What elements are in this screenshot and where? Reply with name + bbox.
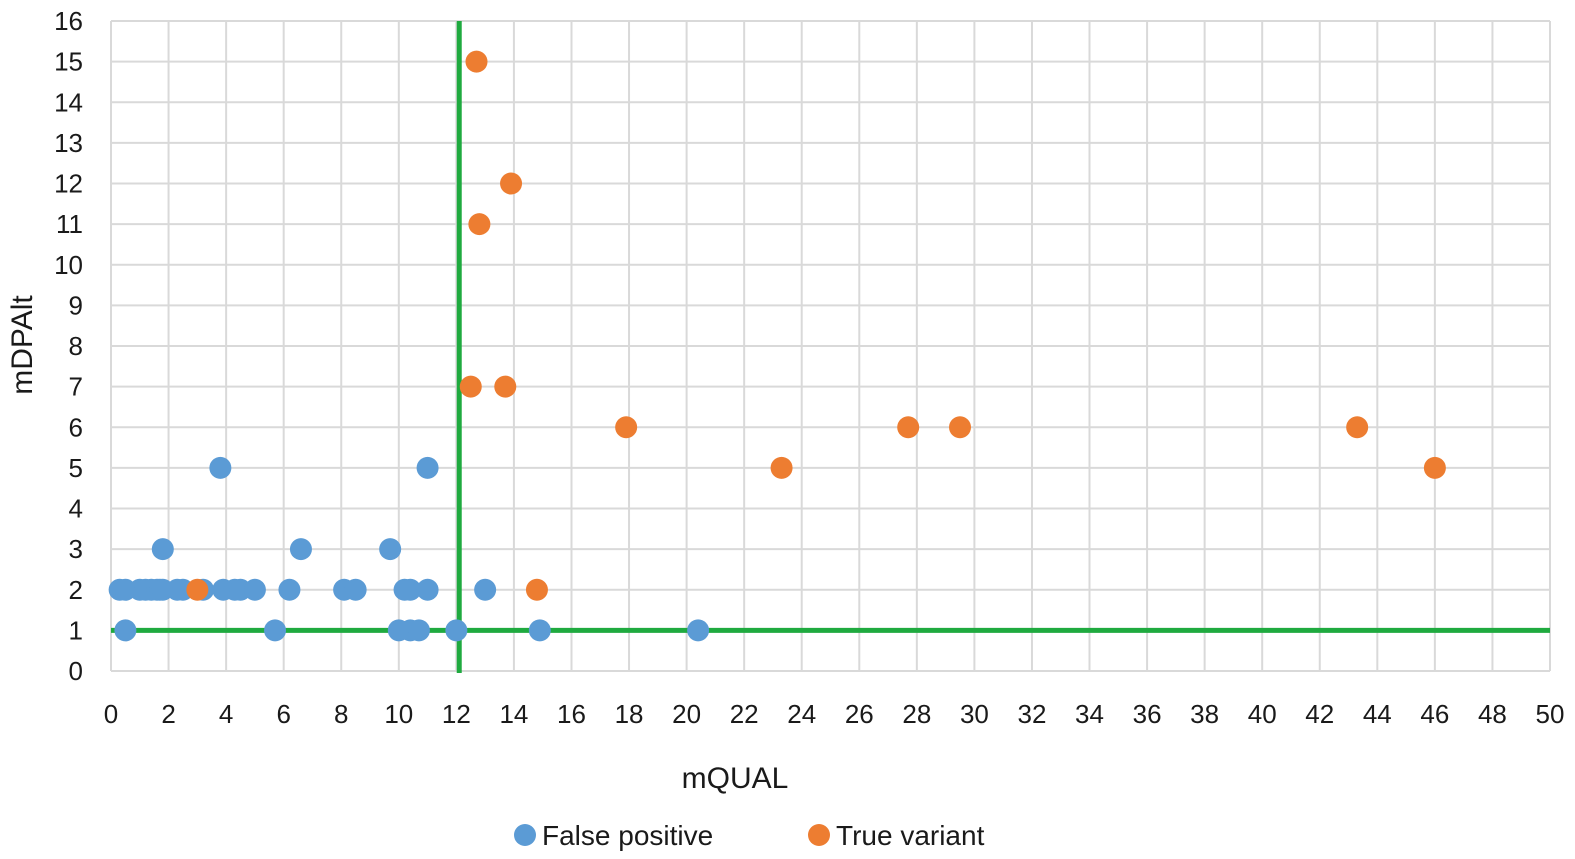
data-point <box>525 578 548 601</box>
y-tick-label: 16 <box>54 6 83 36</box>
series-true-variant <box>186 50 1446 601</box>
data-point <box>209 456 232 479</box>
y-tick-label: 7 <box>69 372 83 402</box>
x-tick-label: 12 <box>442 699 471 729</box>
x-tick-label: 30 <box>960 699 989 729</box>
x-tick-label: 10 <box>384 699 413 729</box>
data-point <box>615 416 638 439</box>
x-tick-label: 16 <box>557 699 586 729</box>
data-point <box>416 456 439 479</box>
data-point <box>344 578 367 601</box>
x-tick-label: 46 <box>1420 699 1449 729</box>
x-tick-label: 38 <box>1190 699 1219 729</box>
data-point <box>528 619 551 642</box>
data-point <box>416 578 439 601</box>
x-tick-label: 22 <box>730 699 759 729</box>
data-point <box>114 619 137 642</box>
data-point <box>379 538 402 561</box>
x-tick-label: 8 <box>334 699 348 729</box>
data-point <box>474 578 497 601</box>
x-tick-label: 26 <box>845 699 874 729</box>
x-tick-label: 34 <box>1075 699 1104 729</box>
y-tick-label: 12 <box>54 169 83 199</box>
x-tick-label: 14 <box>499 699 528 729</box>
data-point <box>949 416 972 439</box>
threshold-lines <box>111 21 1550 673</box>
legend-label-false-positive: False positive <box>542 820 713 851</box>
data-point <box>243 578 266 601</box>
data-point <box>500 172 523 195</box>
y-tick-label: 15 <box>54 47 83 77</box>
x-tick-label: 40 <box>1248 699 1277 729</box>
legend-label-true-variant: True variant <box>836 820 985 851</box>
data-point <box>459 375 482 398</box>
x-tick-label: 20 <box>672 699 701 729</box>
data-point <box>399 578 422 601</box>
x-axis-title: mQUAL <box>682 762 789 795</box>
data-point <box>687 619 710 642</box>
data-point <box>770 456 793 479</box>
data-point <box>468 213 491 236</box>
grid <box>110 20 1551 672</box>
data-point <box>289 538 312 561</box>
series-false-positive <box>108 456 710 642</box>
legend-marker-true-variant <box>808 824 830 846</box>
y-axis-title: mDPAlt <box>6 295 39 395</box>
y-tick-label: 4 <box>69 494 83 524</box>
x-tick-label: 48 <box>1478 699 1507 729</box>
legend: False positive True variant <box>514 820 985 851</box>
y-tick-label: 9 <box>69 290 83 320</box>
data-point <box>151 538 174 561</box>
data-point <box>264 619 287 642</box>
x-tick-label: 4 <box>219 699 233 729</box>
y-tick-label: 13 <box>54 128 83 158</box>
x-tick-label: 18 <box>615 699 644 729</box>
x-tick-label: 50 <box>1536 699 1565 729</box>
y-tick-label: 1 <box>69 615 83 645</box>
x-tick-label: 6 <box>276 699 290 729</box>
data-points <box>108 50 1446 642</box>
x-tick-label: 32 <box>1017 699 1046 729</box>
data-point <box>897 416 920 439</box>
data-point <box>1423 456 1446 479</box>
y-tick-label: 11 <box>56 209 83 239</box>
data-point <box>278 578 301 601</box>
y-tick-label: 0 <box>69 656 83 686</box>
x-tick-label: 0 <box>104 699 118 729</box>
x-tick-label: 36 <box>1133 699 1162 729</box>
data-point <box>407 619 430 642</box>
y-tick-label: 3 <box>69 534 83 564</box>
x-tick-label: 44 <box>1363 699 1392 729</box>
tick-labels: 0 2 4 6 8 10 12 14 16 18 20 22 24 26 28 30 32 34 36 38 40 42 4… <box>54 6 1564 729</box>
x-tick-label: 2 <box>161 699 175 729</box>
y-tick-label: 2 <box>69 575 83 605</box>
x-tick-label: 42 <box>1305 699 1334 729</box>
y-tick-label: 10 <box>54 250 83 280</box>
x-tick-label: 28 <box>902 699 931 729</box>
y-tick-label: 14 <box>54 87 83 117</box>
y-tick-label: 6 <box>69 412 83 442</box>
legend-marker-false-positive <box>514 824 536 846</box>
data-point <box>465 50 488 73</box>
y-tick-label: 8 <box>69 331 83 361</box>
data-point <box>494 375 517 398</box>
data-point <box>445 619 468 642</box>
y-tick-label: 5 <box>69 453 83 483</box>
data-point <box>186 578 209 601</box>
data-point <box>1346 416 1369 439</box>
x-tick-label: 24 <box>787 699 816 729</box>
